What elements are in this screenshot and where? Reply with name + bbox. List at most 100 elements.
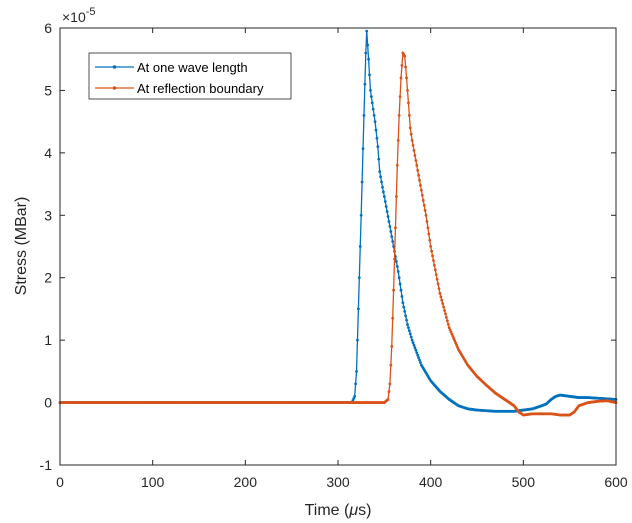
data-point (405, 318, 408, 322)
data-point (406, 323, 409, 326)
data-point (439, 295, 443, 299)
data-point (409, 132, 413, 136)
data-point (413, 153, 417, 157)
data-point (445, 315, 448, 319)
data-point (451, 335, 455, 338)
data-point (395, 163, 399, 167)
data-point (399, 288, 403, 292)
data-point (449, 330, 453, 334)
data-point (407, 114, 411, 117)
x-tick-label: 400 (419, 474, 443, 490)
data-point (445, 319, 449, 323)
data-point (360, 180, 364, 184)
data-point (389, 230, 393, 233)
data-point (446, 322, 450, 326)
data-point (429, 245, 433, 248)
data-point (379, 175, 383, 179)
data-point (421, 198, 425, 202)
legend-box (88, 52, 292, 100)
y-tick-label: 1 (44, 332, 52, 348)
data-point (430, 249, 433, 253)
data-point (441, 302, 445, 306)
data-point (420, 193, 424, 197)
legend-marker-series-2 (112, 86, 117, 90)
data-point (415, 351, 419, 355)
y-axis-label: Stress (MBar) (13, 197, 30, 296)
plot-area (60, 28, 616, 465)
data-point (414, 158, 418, 162)
y-multiplier-exponent: -5 (86, 6, 96, 18)
data-point (422, 203, 426, 207)
data-point (417, 173, 421, 177)
data-point (431, 254, 434, 258)
data-point (415, 163, 419, 167)
data-point (365, 29, 369, 33)
x-tick-label: 0 (56, 474, 64, 490)
data-point (358, 245, 362, 248)
series-markers-2 (58, 51, 618, 417)
x-tick-label: 500 (512, 474, 536, 490)
legend: At one wave length At reflection boundar… (88, 52, 292, 100)
data-point (434, 273, 438, 276)
x-axis-label-text: Time (305, 502, 340, 519)
data-point (403, 54, 407, 58)
data-point (371, 107, 375, 111)
data-point (414, 348, 418, 352)
data-point (452, 337, 456, 340)
data-point (432, 263, 436, 267)
data-point (384, 205, 388, 208)
data-point (363, 82, 367, 86)
data-point (378, 170, 382, 173)
data-point (448, 328, 452, 332)
data-point (418, 178, 421, 182)
data-point (411, 341, 415, 345)
data-point (400, 295, 404, 298)
data-point (427, 232, 431, 236)
y-tick-label: -1 (40, 457, 53, 473)
data-point (396, 138, 400, 142)
data-point (443, 309, 446, 312)
data-point (373, 120, 377, 124)
data-point (382, 190, 385, 194)
data-point (402, 305, 406, 309)
data-point (436, 282, 440, 286)
data-point (388, 382, 392, 386)
data-point (361, 147, 365, 151)
data-point (399, 76, 403, 80)
data-point (382, 195, 386, 198)
y-tick-label: 2 (44, 270, 52, 286)
data-point (440, 298, 444, 302)
legend-label-series-1: At one wave length (137, 60, 248, 75)
data-point (409, 335, 413, 339)
data-point (438, 291, 442, 295)
data-point (410, 138, 414, 142)
data-point (394, 226, 397, 230)
data-point (374, 128, 378, 132)
data-point (396, 270, 400, 273)
data-point (453, 339, 457, 343)
x-tick-label: 600 (604, 474, 628, 490)
data-point (400, 64, 404, 67)
data-point (404, 314, 408, 318)
data-point (433, 268, 437, 272)
data-point (413, 346, 417, 350)
data-point (369, 89, 372, 92)
data-point (442, 305, 446, 309)
data-point (376, 145, 380, 149)
data-point (355, 369, 358, 373)
data-point (357, 276, 361, 280)
data-point (401, 301, 405, 305)
data-point (423, 208, 427, 212)
data-point (391, 316, 395, 320)
y-tick-label: 0 (44, 395, 52, 411)
y-multiplier-base: ×10 (62, 9, 86, 25)
legend-label-series-2: At reflection boundary (137, 81, 264, 96)
data-point (424, 213, 428, 217)
data-point (362, 114, 366, 117)
data-point (428, 238, 432, 242)
data-point (390, 344, 394, 348)
data-point (450, 332, 454, 336)
legend-marker-series-1 (112, 65, 117, 69)
